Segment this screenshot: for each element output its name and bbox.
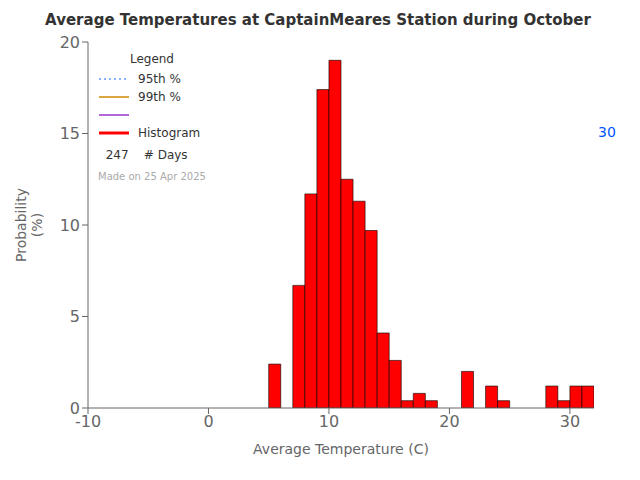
html-text:99th %: 99th % xyxy=(138,90,181,104)
html-text:Average Temperatures at Captai: Average Temperatures at CaptainMeares St… xyxy=(45,11,591,29)
svg-text:15: 15 xyxy=(60,124,80,143)
html-text:247 # Days: 247 # Days xyxy=(98,148,188,162)
html-text:Legend: Legend xyxy=(129,52,174,66)
svg-text:0: 0 xyxy=(70,399,80,418)
svg-text:5: 5 xyxy=(70,307,80,326)
svg-text:30: 30 xyxy=(560,412,580,431)
html-text:Made on 25 Apr 2025: Made on 25 Apr 2025 xyxy=(98,171,206,182)
svg-text:20: 20 xyxy=(60,33,80,52)
html-text:30: 30 xyxy=(598,123,616,140)
html-text:Histogram: Histogram xyxy=(138,126,201,140)
svg-text:10: 10 xyxy=(60,216,80,235)
svg-text:Probability(%): Probability(%) xyxy=(13,188,46,262)
svg-text:20: 20 xyxy=(439,412,459,431)
svg-text:10: 10 xyxy=(319,412,339,431)
svg-text:-10: -10 xyxy=(74,412,102,432)
svg-text:Average Temperature (C): Average Temperature (C) xyxy=(253,441,429,457)
html-text:95th %: 95th % xyxy=(138,72,181,86)
svg-text:0: 0 xyxy=(203,412,213,431)
